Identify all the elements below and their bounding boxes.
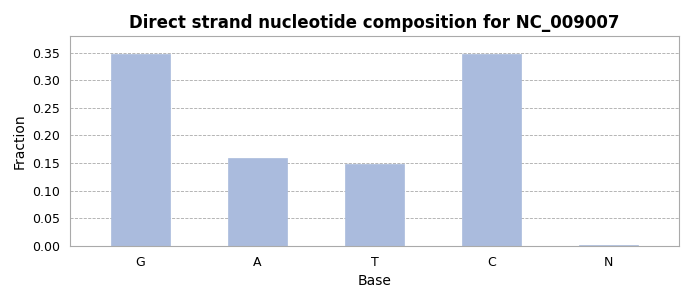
Bar (111, 54, 169, 246)
Y-axis label: Fraction: Fraction (13, 113, 27, 169)
X-axis label: Base: Base (358, 274, 391, 288)
Bar (345, 164, 404, 246)
Bar (580, 245, 638, 246)
Bar (228, 158, 287, 246)
Title: Direct strand nucleotide composition for NC_009007: Direct strand nucleotide composition for… (130, 14, 620, 32)
Bar (462, 54, 521, 246)
